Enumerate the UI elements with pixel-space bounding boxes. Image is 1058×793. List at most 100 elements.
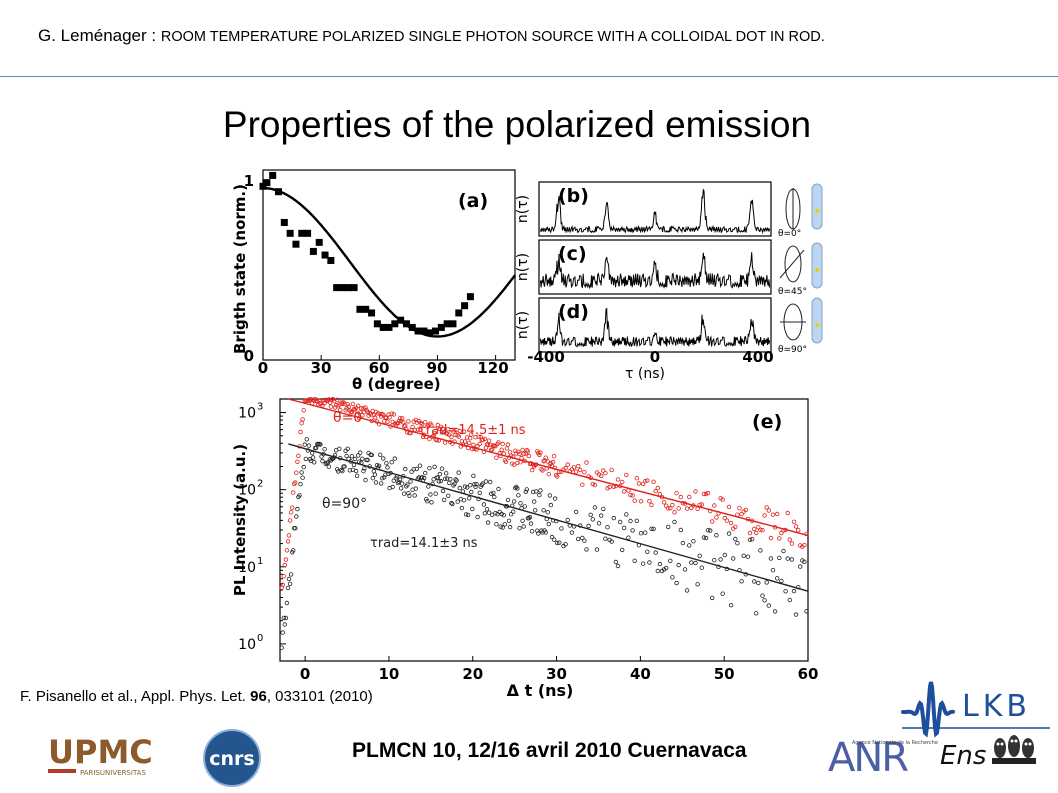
panel-e-red-point xyxy=(670,502,675,508)
panel-e-black-point xyxy=(438,478,444,484)
panel-e-black-point xyxy=(288,572,294,577)
panel-e-black-point xyxy=(517,526,522,531)
panel-a: (a) Brigth state (norm.) 1 0 0 30 60 90 … xyxy=(231,169,516,393)
panel-e-black-point xyxy=(630,528,635,533)
panel-e-black-point xyxy=(459,505,465,511)
panel-a-point xyxy=(286,229,294,237)
panel-e-black-point xyxy=(354,473,360,478)
panel-e-red-point xyxy=(714,515,719,520)
panel-e-red-point xyxy=(787,537,792,542)
panel-e-red-point xyxy=(615,477,621,482)
panel-e-black-point xyxy=(449,500,454,506)
panel-e-black-point xyxy=(670,575,675,580)
panel-e-red-point xyxy=(638,499,644,504)
panel-d-xlabel: τ (ns) xyxy=(625,366,665,382)
panel-e-black-point xyxy=(489,491,494,496)
panel-e-red-point xyxy=(630,493,635,498)
panel-e-red-point xyxy=(647,499,652,504)
panel-d-label: (d) xyxy=(558,301,589,323)
panel-e-black-point xyxy=(497,509,502,515)
panel-e-black-point xyxy=(620,547,625,553)
panel-e-red-point xyxy=(640,481,646,487)
panel-e-red-point xyxy=(330,396,336,402)
panel-a-point xyxy=(298,229,306,237)
panel-e-black-point xyxy=(352,456,358,462)
panel-a-ytick-1: 1 xyxy=(244,172,254,190)
panel-e-red-point xyxy=(722,515,727,521)
panel-e-black-point xyxy=(532,499,537,504)
panel-e-black-point xyxy=(423,470,428,476)
panel-e-black-point xyxy=(374,463,380,468)
panel-e-black-point xyxy=(534,489,539,494)
panel-e-ytick-exponent: 1 xyxy=(257,556,263,567)
panel-e-red-point xyxy=(371,412,377,418)
panel-e-black-point xyxy=(471,473,476,478)
panel-c-trace xyxy=(539,252,771,290)
panel-e-red-point xyxy=(288,510,294,515)
panel-e-red-point xyxy=(555,474,560,479)
panel-e-black-point xyxy=(770,568,776,573)
panel-e-red-point xyxy=(385,419,390,424)
panel-e-red-point xyxy=(645,478,650,483)
panel-e-black-point xyxy=(351,462,357,468)
panel-e-black-point xyxy=(480,481,485,486)
panel-e-red-point xyxy=(284,548,290,553)
panel-e-xlabel: Δ t (ns) xyxy=(507,681,574,700)
panel-e-red-point xyxy=(768,535,774,541)
panel-e-red-point xyxy=(543,455,548,460)
panel-e-black-point xyxy=(783,589,788,594)
footer-conference: PLMCN 10, 12/16 avril 2010 Cuernavaca xyxy=(352,739,747,762)
panel-e-black-point xyxy=(335,467,340,472)
panel-e-black-point xyxy=(535,528,540,533)
panel-e-black-point xyxy=(299,470,304,475)
panel-e-red-point xyxy=(423,420,428,425)
panel-e-black-point xyxy=(573,509,579,515)
panel-e-black-point xyxy=(294,514,299,519)
panel-e-red-point xyxy=(622,489,627,494)
panel-e-black-point xyxy=(282,622,287,627)
panel-e-black-point xyxy=(530,489,536,495)
panel-e-black-point xyxy=(467,496,472,501)
panel-e-xtick-label: 40 xyxy=(630,665,651,683)
panel-e-red-point xyxy=(676,506,681,511)
panel-e-black-point xyxy=(322,447,327,452)
panel-e-red-point xyxy=(785,510,790,516)
panel-e-red-point xyxy=(705,490,711,496)
panel-e-black-point xyxy=(546,521,551,527)
panel-e-black-point xyxy=(486,510,492,515)
panel-e-ytick-exponent: 2 xyxy=(257,479,263,490)
panel-e-red-point xyxy=(517,451,522,457)
panel-e-red-point xyxy=(571,465,577,470)
panel-e-black-point xyxy=(314,445,319,450)
panel-e-red-point xyxy=(733,524,738,530)
panel-a-point xyxy=(455,309,463,317)
panel-e-red-point xyxy=(565,462,570,467)
panel-e-black-point xyxy=(469,489,474,495)
panel-e-black-point xyxy=(507,524,513,530)
panel-a-point xyxy=(368,309,376,317)
panel-e-black-point xyxy=(515,486,520,491)
panel-e-black-point xyxy=(349,454,355,459)
panel-e-black-point xyxy=(408,479,413,484)
panel-e-black-point xyxy=(689,560,694,565)
panel-e-red-point xyxy=(747,530,753,536)
panel-e-black-point xyxy=(437,471,443,477)
panel-e-frame xyxy=(279,398,809,662)
panel-e-black-point xyxy=(684,588,690,593)
panel-e-red-point xyxy=(475,443,480,449)
panel-e-red-point xyxy=(418,420,424,426)
panel-a-point xyxy=(437,323,445,331)
panel-e-black-point xyxy=(389,460,394,465)
panel-e-black-point xyxy=(370,476,375,481)
panel-e-red-point xyxy=(456,434,461,439)
panel-e-black-point xyxy=(611,515,616,521)
panel-e-red-point xyxy=(381,412,386,417)
panel-e-black-point xyxy=(392,456,397,461)
panel-e-xtick-label: 30 xyxy=(546,665,567,683)
panel-e-black-point xyxy=(450,501,455,507)
panel-e-black-point xyxy=(429,500,434,505)
panel-e-black-point xyxy=(327,457,333,462)
panel-e-black-point xyxy=(301,464,306,470)
header-rule xyxy=(0,76,1058,77)
